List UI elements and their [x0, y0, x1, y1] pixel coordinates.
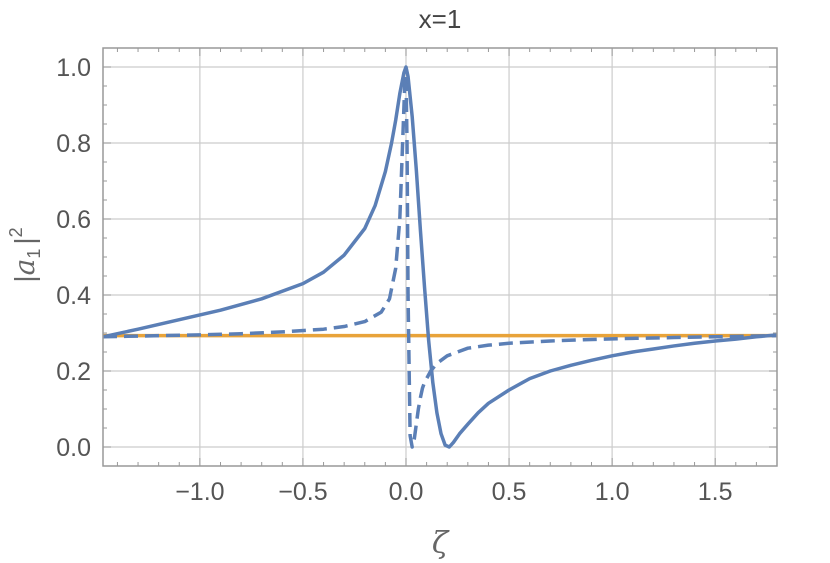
y-label-bar-right: | — [9, 237, 40, 244]
y-tick-label: 1.0 — [56, 54, 91, 82]
x-tick-label: 1.0 — [595, 478, 630, 506]
series-line-solid — [102, 65, 778, 449]
y-axis-label: |a1|2 — [6, 227, 44, 282]
x-tick-label: −1.0 — [175, 478, 224, 506]
x-tick-label: 1.5 — [698, 478, 733, 506]
y-tick-label: 0.6 — [56, 206, 91, 234]
y-label-bar-left: | — [9, 275, 40, 282]
x-tick-label: −0.5 — [278, 478, 327, 506]
y-tick-labels: 0.0 0.2 0.4 0.6 0.8 1.0 — [56, 54, 91, 462]
svg-text:|a1|2: |a1|2 — [6, 227, 44, 282]
y-tick-label: 0.0 — [56, 434, 91, 462]
x-tick-labels: −1.0 −0.5 0.0 0.5 1.0 1.5 — [175, 478, 732, 506]
y-label-sup: 2 — [6, 227, 26, 237]
chart-title: x=1 — [419, 4, 462, 34]
x-tick-label: 0.5 — [492, 478, 527, 506]
x-tick-label: 0.0 — [389, 478, 424, 506]
y-tick-label: 0.4 — [56, 282, 91, 310]
x-axis-label: ζ — [432, 526, 450, 561]
y-label-var: a — [8, 259, 41, 276]
series-layer — [102, 65, 778, 449]
grid-lines — [103, 48, 777, 466]
y-tick-label: 0.8 — [56, 130, 91, 158]
ticks — [103, 48, 778, 466]
y-tick-label: 0.2 — [56, 358, 91, 386]
y-label-sub: 1 — [24, 249, 44, 259]
plot-frame — [102, 47, 778, 467]
series-line-dashed — [102, 72, 778, 449]
